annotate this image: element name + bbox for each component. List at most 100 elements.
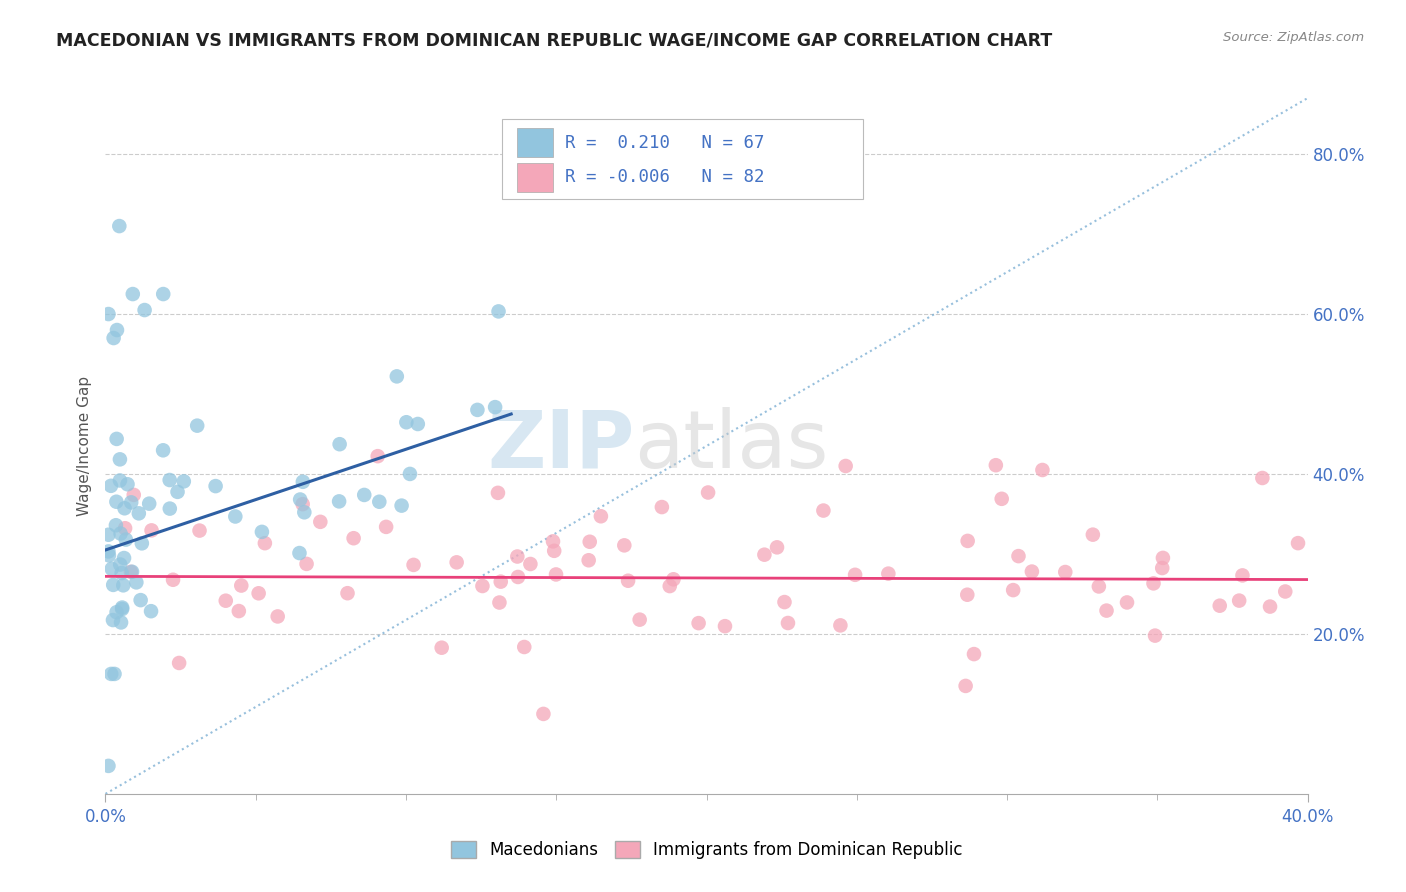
Point — [375, 520, 398, 534]
Point — [110, 615, 132, 630]
Point — [662, 572, 685, 586]
Point — [108, 219, 131, 233]
Y-axis label: Wage/Income Gap: Wage/Income Gap — [76, 376, 91, 516]
Point — [152, 287, 174, 301]
Point — [1144, 629, 1167, 643]
Point — [101, 613, 124, 627]
Point — [112, 578, 135, 592]
Point — [228, 604, 250, 618]
Point — [877, 566, 900, 581]
Point — [830, 618, 852, 632]
Point — [250, 524, 273, 539]
Point — [114, 501, 136, 516]
Point — [120, 495, 142, 509]
Point — [471, 579, 494, 593]
Point — [1286, 536, 1309, 550]
Point — [111, 566, 134, 580]
Point — [399, 467, 422, 481]
Point — [292, 505, 315, 519]
Point — [120, 565, 142, 579]
Point — [288, 492, 311, 507]
Point — [115, 533, 138, 547]
Point — [506, 549, 529, 564]
Point — [1152, 561, 1174, 575]
Point — [368, 494, 391, 508]
Point — [956, 588, 979, 602]
Point — [578, 534, 600, 549]
Point — [104, 518, 127, 533]
Point — [990, 491, 1012, 506]
Point — [1142, 576, 1164, 591]
Point — [329, 437, 352, 451]
Point — [353, 488, 375, 502]
Point — [112, 551, 135, 566]
Text: Source: ZipAtlas.com: Source: ZipAtlas.com — [1223, 31, 1364, 45]
FancyBboxPatch shape — [516, 128, 553, 157]
Point — [224, 509, 246, 524]
Point — [105, 494, 128, 508]
Point — [543, 544, 565, 558]
Point — [295, 557, 318, 571]
Point — [613, 538, 636, 552]
Point — [138, 497, 160, 511]
Point — [97, 759, 120, 773]
Point — [105, 432, 128, 446]
Point — [108, 474, 131, 488]
Point — [186, 418, 208, 433]
Point — [519, 557, 541, 571]
Point — [141, 524, 163, 538]
Point — [134, 303, 156, 318]
Point — [1002, 583, 1025, 598]
Point — [166, 484, 188, 499]
Point — [291, 475, 314, 489]
Point — [159, 473, 181, 487]
Point — [1088, 579, 1111, 593]
Point — [105, 605, 128, 619]
Point — [486, 486, 509, 500]
Point — [813, 503, 835, 517]
Point — [162, 573, 184, 587]
Point — [1081, 527, 1104, 541]
Point — [117, 477, 139, 491]
Point — [541, 534, 564, 549]
Point — [103, 331, 125, 345]
Point — [834, 458, 856, 473]
Point — [844, 567, 866, 582]
Point — [430, 640, 453, 655]
Text: R = -0.006   N = 82: R = -0.006 N = 82 — [565, 169, 765, 186]
Point — [129, 593, 152, 607]
Point — [589, 509, 612, 524]
Point — [121, 565, 143, 579]
Point — [139, 604, 162, 618]
Point — [204, 479, 226, 493]
Point — [125, 575, 148, 590]
Point — [367, 449, 389, 463]
Point — [103, 578, 125, 592]
Point — [108, 452, 131, 467]
Point — [267, 609, 290, 624]
Text: MACEDONIAN VS IMMIGRANTS FROM DOMINICAN REPUBLIC WAGE/INCOME GAP CORRELATION CHA: MACEDONIAN VS IMMIGRANTS FROM DOMINICAN … — [56, 31, 1053, 49]
Point — [513, 640, 536, 654]
Point — [1054, 565, 1077, 579]
Point — [152, 443, 174, 458]
Point — [628, 613, 651, 627]
Point — [1251, 471, 1274, 485]
Point — [467, 403, 489, 417]
Point — [963, 647, 986, 661]
Point — [288, 546, 311, 560]
Point — [658, 579, 681, 593]
Point — [97, 544, 120, 558]
Point — [406, 417, 429, 431]
Point — [159, 501, 181, 516]
Point — [489, 574, 512, 589]
Point — [309, 515, 332, 529]
Point — [484, 400, 506, 414]
Point — [114, 521, 136, 535]
Point — [97, 527, 120, 541]
Point — [391, 499, 413, 513]
Point — [110, 526, 132, 541]
Point — [121, 287, 143, 301]
Point — [247, 586, 270, 600]
Text: R =  0.210   N = 67: R = 0.210 N = 67 — [565, 134, 765, 152]
Point — [188, 524, 211, 538]
